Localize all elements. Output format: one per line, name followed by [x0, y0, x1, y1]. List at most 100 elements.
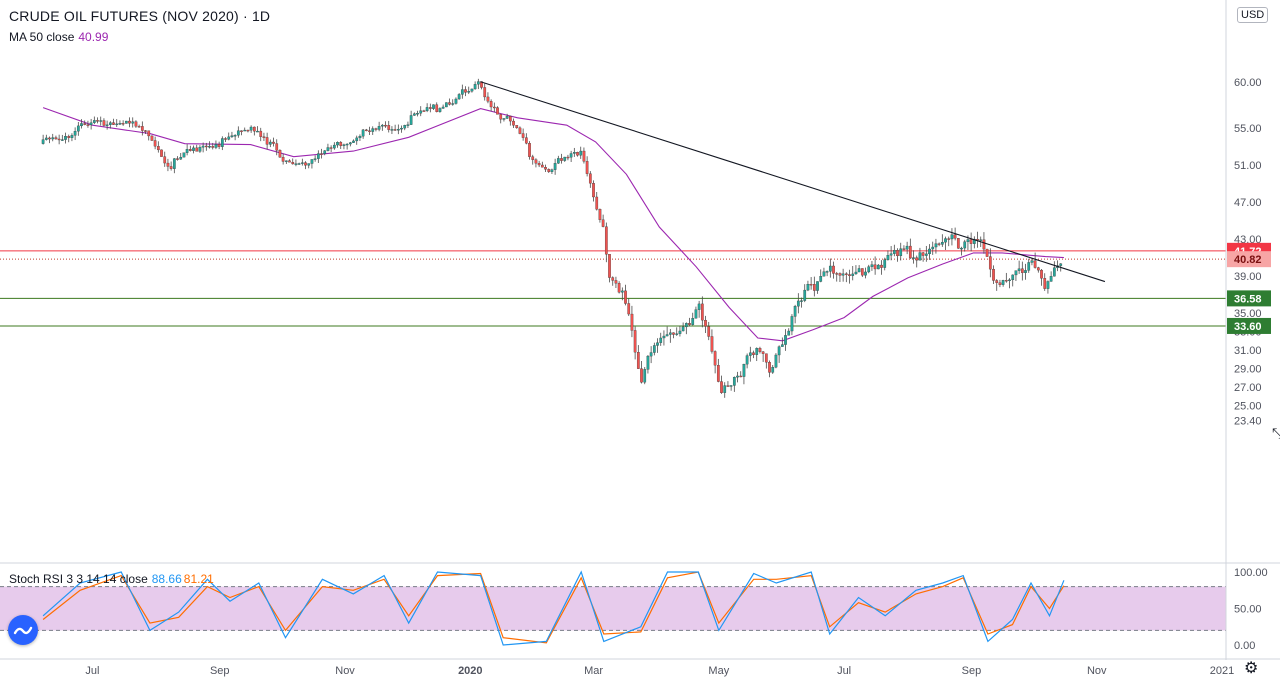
candle	[694, 306, 698, 319]
candle-body	[1049, 276, 1053, 282]
stoch-rsi-legend[interactable]: Stoch RSI 3 3 14 14 close 88.66 81.21	[9, 572, 214, 586]
candle	[624, 284, 627, 306]
candle-body	[275, 143, 279, 151]
candle	[924, 245, 928, 262]
candle	[998, 279, 1002, 288]
candle	[720, 375, 723, 394]
candle	[278, 149, 282, 158]
candle	[476, 78, 480, 90]
candle-body	[787, 330, 791, 336]
candle-body	[345, 143, 349, 146]
candle-body	[374, 128, 378, 130]
x-tick-label: 2021	[1210, 665, 1234, 677]
candle-body	[524, 137, 528, 144]
candle	[761, 351, 765, 362]
candle-body	[508, 116, 512, 122]
candle	[105, 120, 109, 130]
candle-body	[1004, 280, 1008, 282]
gear-icon[interactable]: ⚙	[1244, 660, 1259, 677]
candle	[755, 347, 759, 362]
candle	[54, 135, 58, 140]
tradingview-logo-icon[interactable]	[8, 615, 38, 645]
candle-body	[464, 89, 467, 93]
candle-body	[198, 147, 202, 152]
candle	[176, 156, 179, 161]
candle-body	[208, 146, 211, 148]
candle	[153, 136, 157, 150]
candle-body	[908, 245, 912, 259]
candle-body	[966, 239, 970, 242]
candle	[681, 322, 685, 332]
price-tag-label: 40.82	[1234, 254, 1262, 266]
candle	[1017, 260, 1021, 274]
candle	[387, 120, 391, 133]
candle	[1008, 278, 1011, 289]
candle-body	[329, 147, 333, 149]
candle	[224, 137, 227, 143]
candle-body	[310, 159, 314, 164]
y-tick-label: 47.00	[1234, 197, 1262, 209]
candle-body	[659, 337, 663, 343]
candle	[137, 124, 141, 128]
candle	[230, 131, 234, 138]
candle-body	[652, 345, 656, 353]
candle	[166, 158, 170, 172]
candle-body	[707, 326, 711, 337]
candle-body	[931, 246, 935, 250]
candle-body	[54, 137, 58, 140]
candle	[572, 147, 576, 157]
candle	[454, 97, 458, 105]
candle	[873, 256, 877, 275]
candle-body	[784, 335, 787, 345]
candle	[713, 350, 717, 374]
candle-body	[928, 248, 931, 255]
candle	[1011, 274, 1015, 287]
candle-body	[393, 129, 397, 131]
candle	[121, 120, 125, 126]
candle-body	[742, 363, 746, 377]
price-tag-label: 36.58	[1234, 293, 1262, 305]
candle	[208, 141, 211, 149]
candle-body	[902, 248, 906, 250]
candle	[297, 162, 301, 165]
candle-body	[92, 120, 96, 123]
candle-body	[121, 123, 125, 125]
candle-body	[953, 234, 957, 239]
currency-badge[interactable]: USD	[1237, 7, 1269, 23]
candle-body	[348, 142, 352, 145]
candle-body	[806, 284, 810, 291]
candle-body	[400, 127, 403, 130]
candle	[841, 268, 845, 282]
candle	[201, 142, 205, 153]
candle-body	[320, 153, 323, 155]
candle-body	[518, 127, 522, 134]
candle-body	[505, 116, 509, 119]
ma-label: MA 50 close	[9, 30, 75, 44]
candle	[144, 130, 147, 134]
candle	[678, 325, 682, 337]
candle-body	[249, 126, 253, 131]
candle-body	[307, 163, 311, 166]
candle-body	[233, 135, 237, 137]
x-tick-label: Nov	[1087, 665, 1107, 677]
candle	[976, 231, 979, 248]
candle-body	[451, 103, 455, 105]
candle	[870, 261, 874, 271]
x-tick-label: Nov	[335, 665, 355, 677]
candle-body	[179, 156, 183, 160]
candle-body	[60, 139, 64, 141]
candle-body	[777, 346, 781, 356]
ma-legend[interactable]: MA 50 close 40.99	[9, 30, 270, 44]
candle-body	[435, 104, 439, 112]
candle	[848, 269, 851, 284]
trendline[interactable]	[480, 81, 1106, 283]
candle-body	[499, 114, 503, 120]
candle	[240, 130, 243, 136]
candle	[940, 234, 944, 247]
candle	[576, 151, 579, 157]
candle-body	[326, 147, 330, 151]
candle	[729, 385, 733, 391]
candle-body	[988, 256, 992, 270]
candle	[393, 124, 397, 131]
